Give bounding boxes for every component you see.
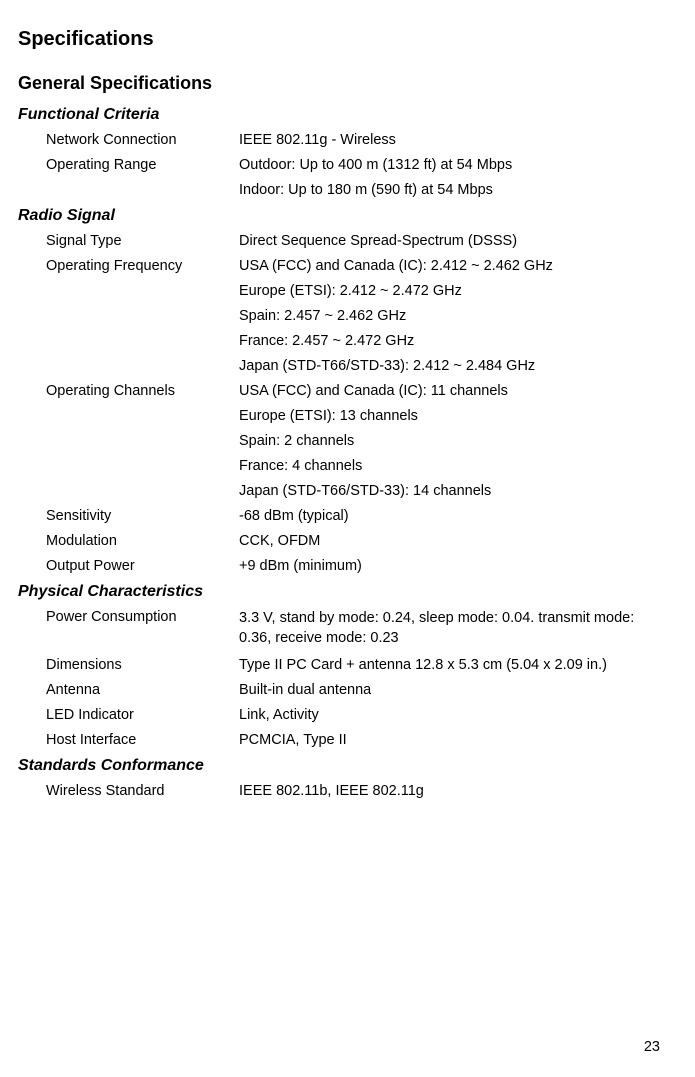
value-operating-frequency-4: France: 2.457 ~ 2.472 GHz bbox=[239, 333, 660, 349]
value-operating-range-2: Indoor: Up to 180 m (590 ft) at 54 Mbps bbox=[239, 182, 660, 198]
value-wireless-standard: IEEE 802.11b, IEEE 802.11g bbox=[239, 783, 660, 799]
value-operating-channels-1: USA (FCC) and Canada (IC): 11 channels bbox=[239, 383, 660, 399]
label-empty bbox=[46, 308, 239, 324]
row-operating-frequency: Operating Frequency USA (FCC) and Canada… bbox=[46, 258, 660, 274]
value-operating-channels-4: France: 4 channels bbox=[239, 458, 660, 474]
value-operating-frequency-5: Japan (STD-T66/STD-33): 2.412 ~ 2.484 GH… bbox=[239, 358, 660, 374]
label-operating-frequency: Operating Frequency bbox=[46, 258, 239, 274]
value-host-interface: PCMCIA, Type II bbox=[239, 732, 660, 748]
label-empty bbox=[46, 458, 239, 474]
label-output-power: Output Power bbox=[46, 558, 239, 574]
row-operating-range: Operating Range Outdoor: Up to 400 m (13… bbox=[46, 157, 660, 173]
value-operating-frequency-3: Spain: 2.457 ~ 2.462 GHz bbox=[239, 308, 660, 324]
value-signal-type: Direct Sequence Spread-Spectrum (DSSS) bbox=[239, 233, 660, 249]
row-operating-frequency-cont3: Spain: 2.457 ~ 2.462 GHz bbox=[46, 308, 660, 324]
label-led-indicator: LED Indicator bbox=[46, 707, 239, 723]
main-title: Specifications bbox=[18, 28, 660, 51]
label-empty bbox=[46, 358, 239, 374]
row-output-power: Output Power +9 dBm (minimum) bbox=[46, 558, 660, 574]
label-operating-channels: Operating Channels bbox=[46, 383, 239, 399]
row-operating-channels-cont3: Spain: 2 channels bbox=[46, 433, 660, 449]
page-number: 23 bbox=[644, 1039, 660, 1055]
label-empty bbox=[46, 433, 239, 449]
label-operating-range: Operating Range bbox=[46, 157, 239, 173]
label-empty bbox=[46, 182, 239, 198]
row-wireless-standard: Wireless Standard IEEE 802.11b, IEEE 802… bbox=[46, 783, 660, 799]
label-empty bbox=[46, 333, 239, 349]
label-wireless-standard: Wireless Standard bbox=[46, 783, 239, 799]
row-operating-frequency-cont5: Japan (STD-T66/STD-33): 2.412 ~ 2.484 GH… bbox=[46, 358, 660, 374]
row-network-connection: Network Connection IEEE 802.11g - Wirele… bbox=[46, 132, 660, 148]
value-modulation: CCK, OFDM bbox=[239, 533, 660, 549]
section-functional-criteria: Functional Criteria bbox=[18, 106, 660, 124]
section-standards-conformance: Standards Conformance bbox=[18, 757, 660, 775]
label-empty bbox=[46, 283, 239, 299]
label-host-interface: Host Interface bbox=[46, 732, 239, 748]
section-radio-signal: Radio Signal bbox=[18, 207, 660, 225]
value-power-consumption: 3.3 V, stand by mode: 0.24, sleep mode: … bbox=[239, 609, 660, 648]
row-modulation: Modulation CCK, OFDM bbox=[46, 533, 660, 549]
value-dimensions: Type II PC Card + antenna 12.8 x 5.3 cm … bbox=[239, 657, 660, 673]
value-operating-range-1: Outdoor: Up to 400 m (1312 ft) at 54 Mbp… bbox=[239, 157, 660, 173]
label-signal-type: Signal Type bbox=[46, 233, 239, 249]
row-dimensions: Dimensions Type II PC Card + antenna 12.… bbox=[46, 657, 660, 673]
row-operating-channels-cont5: Japan (STD-T66/STD-33): 14 channels bbox=[46, 483, 660, 499]
label-sensitivity: Sensitivity bbox=[46, 508, 239, 524]
row-operating-frequency-cont4: France: 2.457 ~ 2.472 GHz bbox=[46, 333, 660, 349]
label-modulation: Modulation bbox=[46, 533, 239, 549]
label-dimensions: Dimensions bbox=[46, 657, 239, 673]
label-empty bbox=[46, 483, 239, 499]
value-led-indicator: Link, Activity bbox=[239, 707, 660, 723]
row-operating-channels-cont4: France: 4 channels bbox=[46, 458, 660, 474]
row-sensitivity: Sensitivity -68 dBm (typical) bbox=[46, 508, 660, 524]
value-operating-frequency-1: USA (FCC) and Canada (IC): 2.412 ~ 2.462… bbox=[239, 258, 660, 274]
row-signal-type: Signal Type Direct Sequence Spread-Spect… bbox=[46, 233, 660, 249]
sub-title: General Specifications bbox=[18, 73, 660, 94]
row-power-consumption: Power Consumption 3.3 V, stand by mode: … bbox=[46, 609, 660, 648]
value-operating-frequency-2: Europe (ETSI): 2.412 ~ 2.472 GHz bbox=[239, 283, 660, 299]
row-led-indicator: LED Indicator Link, Activity bbox=[46, 707, 660, 723]
value-network-connection: IEEE 802.11g - Wireless bbox=[239, 132, 660, 148]
label-empty bbox=[46, 408, 239, 424]
label-network-connection: Network Connection bbox=[46, 132, 239, 148]
value-operating-channels-5: Japan (STD-T66/STD-33): 14 channels bbox=[239, 483, 660, 499]
value-output-power: +9 dBm (minimum) bbox=[239, 558, 660, 574]
section-physical-characteristics: Physical Characteristics bbox=[18, 583, 660, 601]
row-operating-channels-cont2: Europe (ETSI): 13 channels bbox=[46, 408, 660, 424]
row-operating-frequency-cont2: Europe (ETSI): 2.412 ~ 2.472 GHz bbox=[46, 283, 660, 299]
row-host-interface: Host Interface PCMCIA, Type II bbox=[46, 732, 660, 748]
label-antenna: Antenna bbox=[46, 682, 239, 698]
value-antenna: Built-in dual antenna bbox=[239, 682, 660, 698]
row-operating-range-cont: Indoor: Up to 180 m (590 ft) at 54 Mbps bbox=[46, 182, 660, 198]
row-antenna: Antenna Built-in dual antenna bbox=[46, 682, 660, 698]
value-operating-channels-2: Europe (ETSI): 13 channels bbox=[239, 408, 660, 424]
value-sensitivity: -68 dBm (typical) bbox=[239, 508, 660, 524]
row-operating-channels: Operating Channels USA (FCC) and Canada … bbox=[46, 383, 660, 399]
label-power-consumption: Power Consumption bbox=[46, 609, 239, 648]
value-operating-channels-3: Spain: 2 channels bbox=[239, 433, 660, 449]
